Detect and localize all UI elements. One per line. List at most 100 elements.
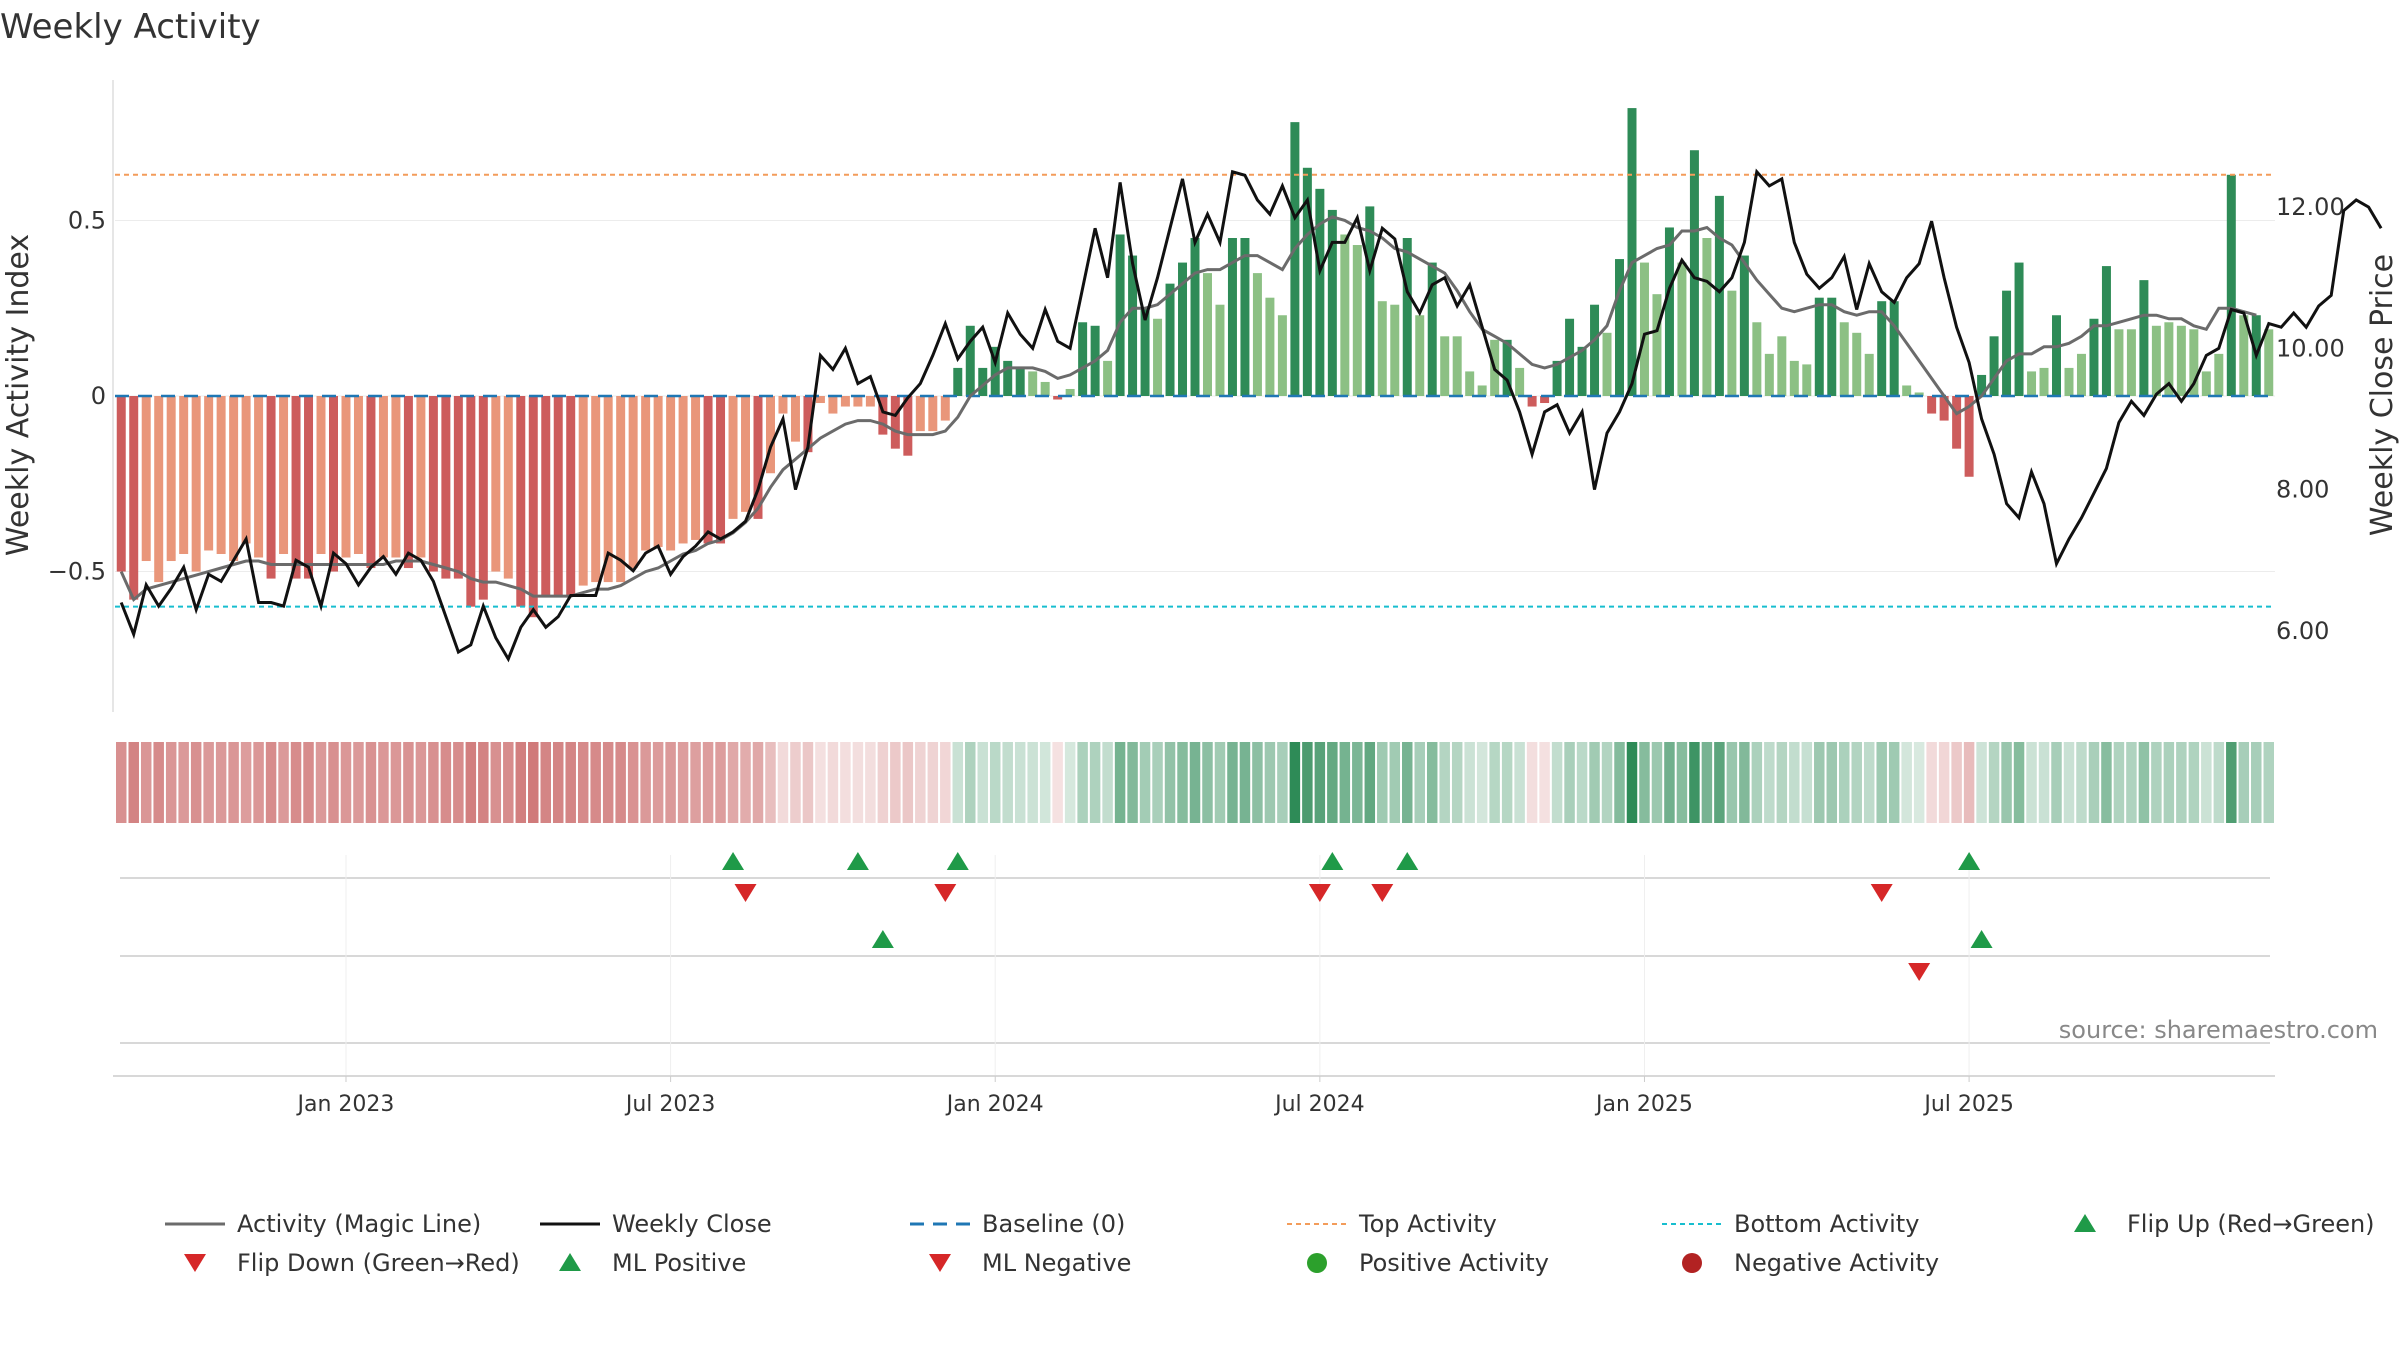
legend-label: ML Negative [982, 1249, 1131, 1277]
activity-bar [1427, 262, 1437, 396]
activity-bar [503, 396, 513, 579]
heat-cell [165, 742, 177, 823]
activity-bar [1415, 315, 1425, 396]
activity-bar [2201, 371, 2211, 396]
heat-cell [1614, 742, 1625, 823]
heat-cell [1014, 742, 1026, 823]
activity-bar [428, 396, 438, 572]
heat-cell [1002, 742, 1013, 823]
activity-bar [254, 396, 264, 558]
heat-cell [265, 742, 277, 823]
heat-cell [1039, 742, 1051, 823]
activity-bar [1115, 234, 1125, 396]
heat-cell [1089, 742, 1101, 823]
heat-cell [1364, 742, 1376, 823]
heat-cell [1264, 742, 1276, 823]
heat-cell [215, 742, 227, 823]
legend-item: Positive Activity [1307, 1249, 1549, 1277]
activity-bar [1839, 322, 1849, 396]
activity-bar [1078, 322, 1088, 396]
activity-bar [628, 396, 638, 569]
activity-bar [141, 396, 151, 562]
activity-bar [1502, 339, 1512, 396]
activity-bar [1140, 308, 1150, 396]
heat-cell [2113, 742, 2125, 823]
legend-item: ML Positive [559, 1249, 746, 1277]
activity-bar [1015, 367, 1025, 396]
heat-cell [1501, 742, 1513, 823]
heat-cell [1539, 742, 1550, 823]
legend-item: Top Activity [1287, 1210, 1497, 1238]
heat-cell [1926, 742, 1937, 823]
heat-cell [2101, 742, 2112, 823]
heat-cell [528, 742, 539, 823]
activity-bar [553, 396, 563, 597]
legend-item: Baseline (0) [910, 1210, 1125, 1238]
heat-cell [1664, 742, 1675, 823]
activity-bar [803, 396, 813, 453]
heat-cell [577, 742, 589, 823]
y-left-tick-label: 0.5 [68, 206, 106, 234]
heat-cell [1277, 742, 1288, 823]
activity-bar [1689, 150, 1699, 396]
activity-bar [1315, 188, 1325, 396]
activity-bar [1028, 371, 1038, 396]
flip-up-marker [1321, 852, 1344, 870]
legend-swatch [559, 1253, 581, 1271]
heat-cell [1102, 742, 1113, 823]
activity-bar [1864, 353, 1874, 396]
heat-cell [1826, 742, 1838, 823]
activity-bar [928, 396, 938, 432]
activity-bar [1365, 206, 1375, 396]
heat-cell [540, 742, 551, 823]
heat-cell [1814, 742, 1825, 823]
heat-cell [2051, 742, 2062, 823]
heat-cell [790, 742, 801, 823]
activity-bar [2164, 322, 2174, 396]
heat-cell [515, 742, 527, 823]
activity-bar [1103, 360, 1113, 396]
activity-bar [915, 396, 925, 432]
heat-cell [2138, 742, 2150, 823]
heat-cell [1576, 742, 1588, 823]
legend-item: ML Negative [929, 1249, 1131, 1277]
activity-bar [491, 396, 501, 572]
heat-cell [865, 742, 876, 823]
activity-bar [1252, 273, 1262, 396]
heat-cell [2001, 742, 2012, 823]
legend-label: Flip Up (Red→Green) [2127, 1210, 2375, 1238]
legend-label: Negative Activity [1734, 1249, 1939, 1277]
heat-cell [2238, 742, 2250, 823]
heat-cell [1938, 742, 1950, 823]
activity-bar [1964, 396, 1974, 477]
activity-bar [1215, 304, 1225, 396]
activity-bar [1178, 262, 1188, 396]
activity-bar [1053, 396, 1063, 400]
heat-cell [303, 742, 314, 823]
heat-cell [615, 742, 626, 823]
heat-cell [1851, 742, 1862, 823]
activity-bar [2189, 329, 2199, 396]
activity-bar [1202, 273, 1212, 396]
heat-cell [1389, 742, 1401, 823]
heat-cell [2126, 742, 2137, 823]
activity-bar [279, 396, 289, 554]
activity-bar [179, 396, 189, 554]
activity-bar [541, 396, 551, 597]
heat-cell [1214, 742, 1226, 823]
activity-bar [1552, 360, 1562, 396]
y-axis-right-title: Weekly Close Price [2365, 254, 2400, 536]
activity-bar [778, 396, 788, 414]
heat-cell [1701, 742, 1713, 823]
activity-bar [603, 396, 613, 583]
activity-bar [1515, 367, 1525, 396]
activity-bar [790, 396, 800, 442]
activity-bar [1602, 332, 1612, 396]
heat-cell [927, 742, 939, 823]
y-axis-left-title: Weekly Activity Index [1, 234, 36, 556]
heat-cell [665, 742, 676, 823]
flip-down-marker [1870, 884, 1893, 902]
heat-cell [1639, 742, 1650, 823]
heat-cell [977, 742, 988, 823]
heat-cell [815, 742, 826, 823]
